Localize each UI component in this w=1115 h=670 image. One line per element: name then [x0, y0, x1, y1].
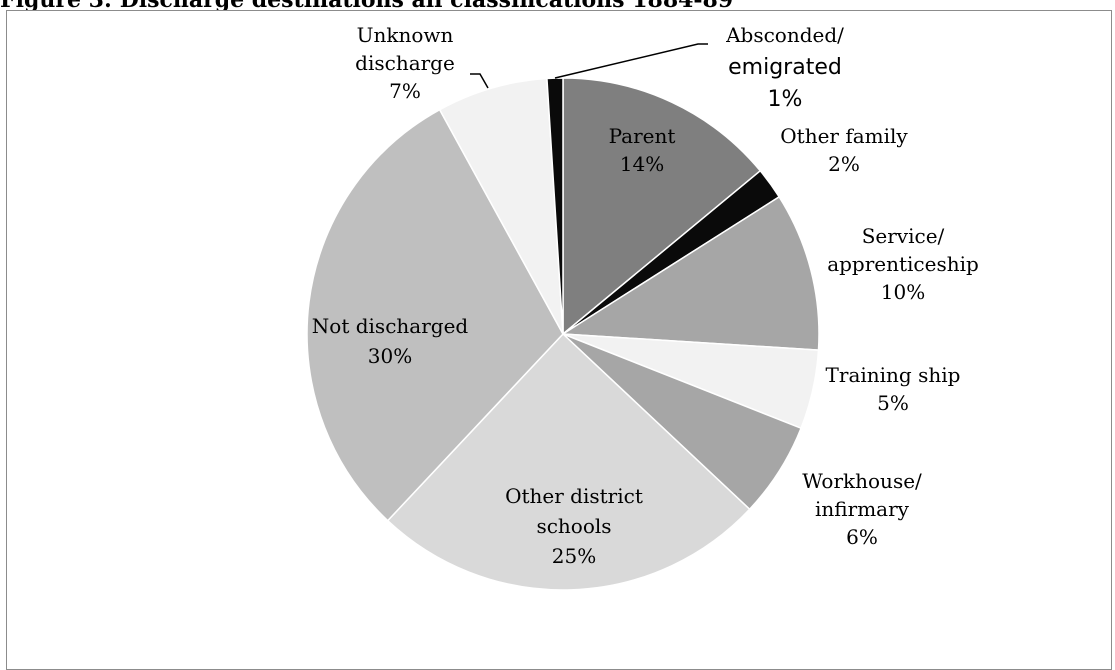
slice-label-7-line-2: 7%: [389, 79, 421, 103]
slice-label-8-line-2: 1%: [768, 87, 803, 112]
slice-label-4-line-0: Workhouse/: [802, 469, 922, 493]
slice-label-4: Workhouse/infirmary 6%: [802, 469, 922, 549]
pie-slice-0: [562, 77, 762, 336]
pie-slice-8: [546, 77, 564, 335]
slice-label-0-line-1: 14%: [620, 152, 664, 176]
slice-label-0-line-0: Parent: [609, 124, 676, 148]
slice-label-4-line-1: infirmary: [815, 497, 910, 521]
slice-label-1-line-1: 2%: [828, 152, 860, 176]
slice-label-8-line-0: Absconded/: [725, 23, 844, 47]
slice-label-3-line-0: Training ship: [826, 363, 961, 387]
slice-label-2: Service/apprenticeship 10%: [827, 224, 979, 304]
slice-label-8: Absconded/emigrated 1%: [725, 23, 844, 112]
slice-label-7-line-0: Unknown: [357, 23, 454, 47]
slice-label-5-line-0: Other district: [505, 484, 643, 508]
figure-title: Figure 3: Discharge destinations all cla…: [0, 0, 734, 13]
slice-label-3: Training ship 5%: [826, 363, 961, 415]
slice-label-2-line-2: 10%: [881, 280, 925, 304]
pie-slice-2: [560, 195, 820, 351]
slice-label-3-line-1: 5%: [877, 391, 909, 415]
slice-label-1: Other family 2%: [780, 124, 908, 176]
slice-label-6: Not discharged 30%: [312, 314, 469, 368]
slice-label-0: Parent 14%: [609, 124, 676, 176]
pie-slice-6: [306, 108, 564, 522]
slice-label-7: Unknown discharge 7%: [355, 23, 455, 103]
leader-line-unknown: [470, 73, 489, 89]
slice-label-5-line-2: 25%: [552, 544, 596, 568]
slice-label-6-line-0: Not discharged: [312, 314, 469, 338]
leader-line-absconded: [554, 43, 708, 79]
slice-label-2-line-1: apprenticeship: [827, 252, 979, 276]
slice-label-6-line-1: 30%: [368, 344, 412, 368]
pie-chart: Parent 14% Other family 2% Service/apprentic…: [306, 23, 979, 591]
slice-label-2-line-0: Service/: [862, 224, 945, 248]
slice-label-5: Other district schools 25%: [505, 484, 643, 568]
pie-slice-7: [438, 77, 564, 335]
slice-label-7-line-1: discharge: [355, 51, 455, 75]
pie-slice-5: [386, 332, 751, 591]
slice-label-4-line-2: 6%: [846, 525, 878, 549]
slice-label-5-line-1: schools: [536, 514, 611, 538]
slice-label-8-line-1: emigrated: [728, 55, 842, 80]
slice-label-1-line-0: Other family: [780, 124, 908, 148]
